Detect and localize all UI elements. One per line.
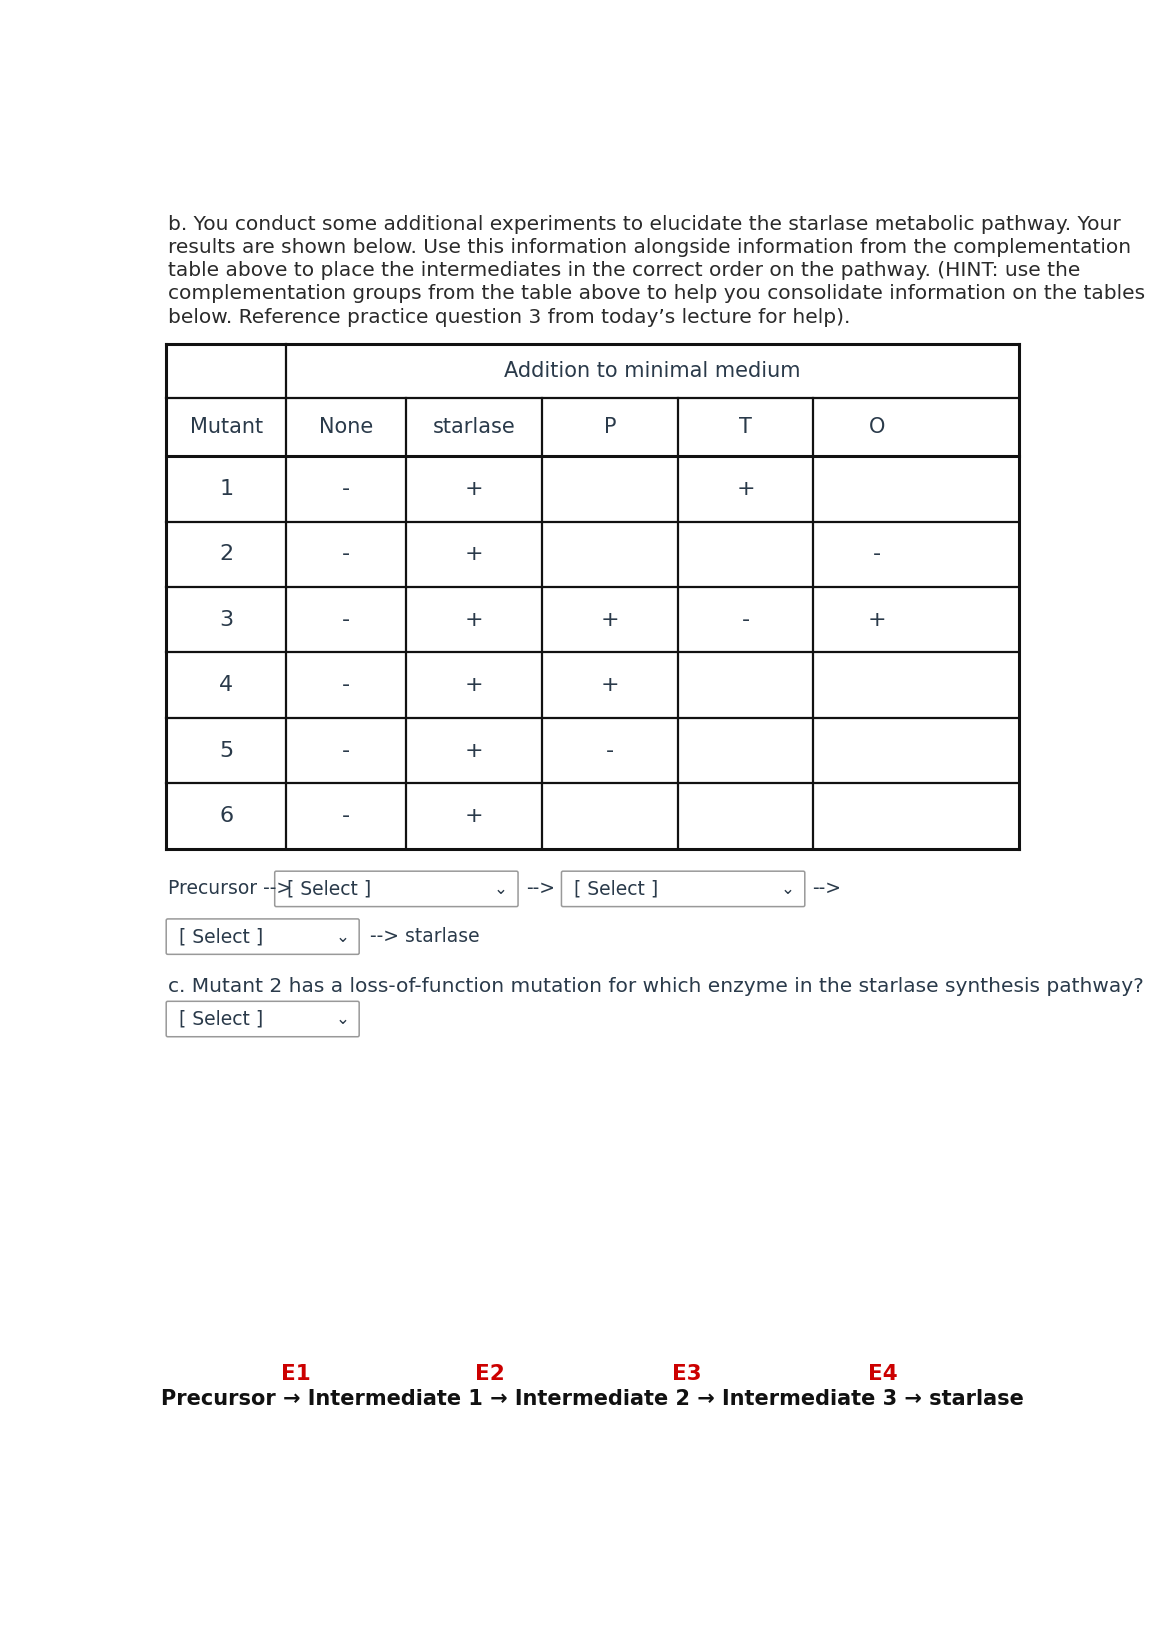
- Text: [ Select ]: [ Select ]: [178, 1010, 262, 1029]
- FancyBboxPatch shape: [166, 919, 360, 954]
- Text: -->: -->: [813, 880, 842, 899]
- Text: complementation groups from the table above to help you consolidate information : complementation groups from the table ab…: [168, 285, 1144, 304]
- Text: Mutant: Mutant: [190, 418, 262, 437]
- Text: 4: 4: [220, 675, 234, 696]
- Text: ⌄: ⌄: [335, 927, 349, 946]
- Text: Addition to minimal medium: Addition to minimal medium: [504, 361, 801, 382]
- Text: -: -: [342, 480, 350, 499]
- Text: -: -: [342, 675, 350, 696]
- Text: Precursor → Intermediate 1 → Intermediate 2 → Intermediate 3 → starlase: Precursor → Intermediate 1 → Intermediat…: [161, 1389, 1024, 1410]
- Text: 2: 2: [220, 545, 234, 564]
- Text: 1: 1: [220, 480, 234, 499]
- Text: E4: E4: [868, 1364, 898, 1384]
- Text: +: +: [465, 545, 483, 564]
- Text: -: -: [342, 610, 350, 629]
- Text: -: -: [606, 741, 614, 761]
- Text: P: P: [603, 418, 616, 437]
- Text: +: +: [465, 806, 483, 826]
- FancyBboxPatch shape: [166, 1002, 360, 1037]
- Text: ⌄: ⌄: [494, 880, 507, 898]
- Text: --> starlase: --> starlase: [370, 927, 480, 946]
- Text: below. Reference practice question 3 from today’s lecture for help).: below. Reference practice question 3 fro…: [168, 307, 850, 327]
- Text: starlase: starlase: [432, 418, 516, 437]
- Text: T: T: [739, 418, 751, 437]
- Text: c. Mutant 2 has a loss-of-function mutation for which enzyme in the starlase syn: c. Mutant 2 has a loss-of-function mutat…: [168, 977, 1143, 995]
- Text: [ Select ]: [ Select ]: [178, 927, 262, 946]
- Text: [ Select ]: [ Select ]: [573, 880, 658, 899]
- Text: +: +: [601, 675, 620, 696]
- Text: 3: 3: [220, 610, 234, 629]
- Text: Precursor -->: Precursor -->: [168, 880, 291, 899]
- Text: None: None: [319, 418, 373, 437]
- Text: E1: E1: [281, 1364, 311, 1384]
- Text: +: +: [465, 741, 483, 761]
- Text: -: -: [873, 545, 881, 564]
- Text: -: -: [342, 806, 350, 826]
- Text: 6: 6: [220, 806, 234, 826]
- Text: -: -: [342, 741, 350, 761]
- Text: results are shown below. Use this information alongside information from the com: results are shown below. Use this inform…: [168, 239, 1131, 257]
- Text: E3: E3: [672, 1364, 702, 1384]
- Text: +: +: [868, 610, 887, 629]
- Text: +: +: [465, 610, 483, 629]
- Text: table above to place the intermediates in the correct order on the pathway. (HIN: table above to place the intermediates i…: [168, 262, 1080, 280]
- Text: O: O: [869, 418, 885, 437]
- Text: b. You conduct some additional experiments to elucidate the starlase metabolic p: b. You conduct some additional experimen…: [168, 215, 1120, 234]
- Text: -: -: [741, 610, 749, 629]
- Text: +: +: [601, 610, 620, 629]
- Text: ⌄: ⌄: [780, 880, 794, 898]
- FancyBboxPatch shape: [562, 872, 805, 907]
- Text: E2: E2: [474, 1364, 504, 1384]
- Text: -: -: [342, 545, 350, 564]
- Text: +: +: [736, 480, 755, 499]
- Text: -->: -->: [526, 880, 555, 899]
- Text: ⌄: ⌄: [335, 1010, 349, 1028]
- FancyBboxPatch shape: [275, 872, 518, 907]
- Text: 5: 5: [220, 741, 234, 761]
- Text: [ Select ]: [ Select ]: [287, 880, 371, 899]
- Text: +: +: [465, 675, 483, 696]
- Text: +: +: [465, 480, 483, 499]
